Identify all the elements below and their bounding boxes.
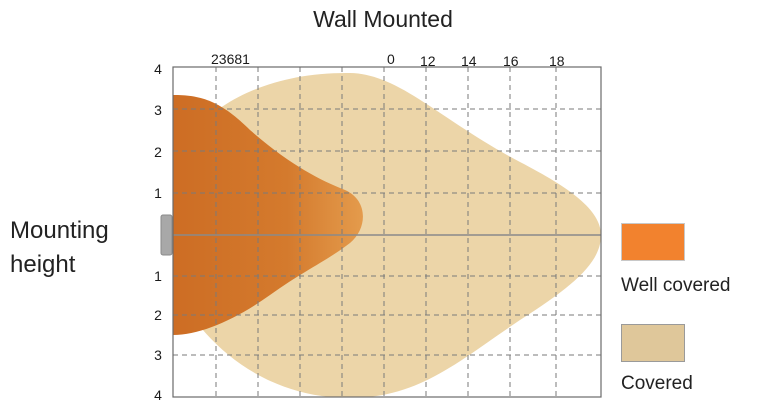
well-covered-area <box>173 95 363 335</box>
left-axis-label-4: 1 <box>154 185 162 201</box>
legend-swatch-covered <box>621 324 685 362</box>
legend-label-covered: Covered <box>621 373 693 394</box>
top-axis-label-2: 0 <box>387 51 395 67</box>
mounting-height-label-line-2: height <box>10 251 76 278</box>
top-axis-label-5: 16 <box>503 53 519 69</box>
top-axis-label-1: 23681 <box>211 51 250 67</box>
left-axis-label-5: 1 <box>154 268 162 284</box>
left-axis-label-2: 3 <box>154 102 162 118</box>
mounting-height-label: Mounting height <box>10 214 109 282</box>
legend-swatch-well-covered <box>621 223 685 261</box>
left-axis-label-1: 4 <box>154 61 162 77</box>
legend-label-well-covered: Well covered <box>621 275 731 296</box>
left-axis-label-3: 2 <box>154 144 162 160</box>
left-axis-label-7: 3 <box>154 347 162 363</box>
diagram-title: Wall Mounted <box>313 6 453 32</box>
left-axis-label-6: 2 <box>154 307 162 323</box>
left-axis-label-8: 4 <box>154 387 162 401</box>
mounting-height-label-line-1: Mounting <box>10 217 109 244</box>
top-axis-label-6: 18 <box>549 53 565 69</box>
plot-frame <box>172 66 602 398</box>
top-axis-label-3: 12 <box>420 53 436 69</box>
top-axis-label-4: 14 <box>461 53 477 69</box>
wall-mount-fixture <box>160 214 173 256</box>
